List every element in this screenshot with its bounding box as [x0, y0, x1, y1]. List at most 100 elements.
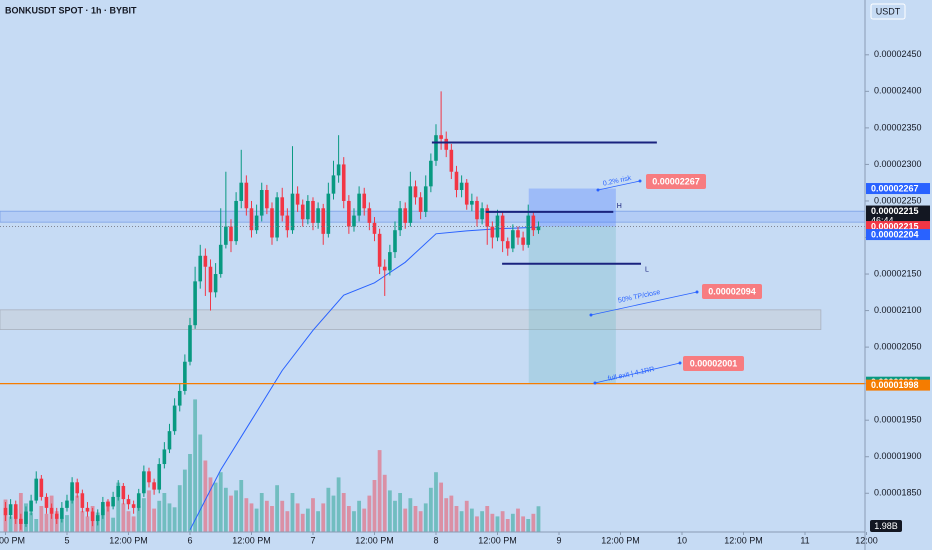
candle-body: [531, 215, 536, 231]
annotation-value: 0.00002001: [690, 358, 738, 368]
y-tick-label: 0.00001850: [874, 488, 922, 498]
candle-body: [136, 493, 141, 508]
candle-body: [177, 390, 182, 406]
moving-average: [189, 226, 539, 531]
volume-bar: [418, 511, 423, 532]
y-tick-label: 0.00002450: [874, 49, 922, 59]
candle-body: [65, 500, 69, 508]
candle-body: [249, 208, 254, 231]
volume-bar: [126, 511, 131, 532]
candle-body: [131, 504, 136, 508]
level-label: L: [645, 267, 649, 274]
volume-bar: [485, 506, 490, 532]
candle-body: [218, 244, 223, 275]
currency-box[interactable]: [870, 3, 906, 20]
candle-body: [111, 496, 115, 507]
volume-bar: [382, 474, 387, 532]
zone: [0, 309, 822, 330]
candle-body: [142, 471, 146, 494]
candle-body: [403, 208, 408, 223]
annotation-value: 0.00002094: [708, 286, 756, 296]
candle-body: [259, 190, 264, 216]
currency[interactable]: USDT: [876, 6, 901, 16]
volume-bar: [516, 508, 520, 532]
volume-bar: [480, 511, 485, 532]
volume-bar: [398, 493, 403, 532]
candle-body: [80, 493, 85, 508]
volume-bar: [521, 516, 526, 532]
candle-body: [285, 215, 290, 231]
candle-body: [398, 208, 402, 231]
volume-bar: [234, 490, 239, 532]
x-tick-label: 8: [433, 535, 438, 545]
candle-body: [434, 135, 438, 161]
candle-body: [60, 507, 64, 519]
chart-title: BONKUSDT SPOT · 1h · BYBIT: [5, 5, 137, 15]
volume-bar: [229, 495, 233, 532]
candle-body: [290, 193, 295, 231]
level-label: H: [617, 203, 622, 210]
price-badge: [866, 221, 930, 233]
volume-bar: [495, 516, 500, 532]
price-badge: [866, 379, 930, 391]
candle-body: [495, 215, 500, 238]
annotation-badge: [683, 356, 744, 371]
volume-bar: [59, 517, 64, 532]
zone: [0, 210, 866, 223]
candle-body: [193, 281, 197, 326]
candle-body: [516, 230, 520, 238]
risk-zone: [528, 188, 616, 227]
volume-bar: [346, 506, 351, 532]
candle-body: [3, 507, 8, 516]
volume-bar: [203, 460, 208, 532]
candle-body: [198, 255, 203, 282]
x-tick-label: 7: [310, 535, 315, 545]
volume-bar: [434, 472, 438, 532]
volume-bar: [259, 493, 264, 532]
volume-bar: [444, 498, 449, 532]
annotation-connector: [590, 291, 698, 316]
candle-body: [490, 226, 495, 238]
candle-body: [34, 478, 39, 501]
volume-bar: [244, 498, 249, 532]
candle-body: [505, 241, 510, 249]
volume-bar: [469, 508, 474, 532]
volume-bar: [428, 487, 433, 532]
candle-body: [316, 208, 320, 223]
countdown: 46:44: [871, 215, 894, 225]
volume-bar: [131, 516, 136, 532]
volume-bar: [500, 511, 505, 532]
candle-body: [280, 197, 285, 216]
volume-bar: [280, 500, 285, 532]
annotation-dot: [589, 313, 593, 317]
volume-bar: [423, 503, 428, 532]
volume-bar: [377, 450, 382, 532]
y-tick-label: 0.00001950: [874, 415, 922, 425]
x-tick-label: 12:00 PM: [232, 535, 271, 545]
candle-body: [254, 215, 259, 231]
candle-body: [229, 226, 233, 242]
volume-bar: [208, 477, 213, 532]
candle-body: [157, 464, 162, 490]
candle-body: [331, 175, 336, 194]
x-tick-label: 5: [64, 535, 69, 545]
volume-bar: [305, 508, 310, 532]
y-tick-label: 0.00001900: [874, 451, 922, 461]
price-badge-label: 0.00002204: [871, 229, 919, 239]
candle-body: [244, 182, 249, 209]
candle-body: [224, 226, 228, 245]
volume-bar: [106, 500, 110, 532]
volume-bar: [172, 507, 177, 532]
candle-body: [265, 190, 269, 209]
candle-body: [188, 325, 192, 362]
candle-body: [70, 482, 74, 501]
candle-body: [203, 255, 208, 267]
candle-body: [326, 193, 331, 234]
x-tick-label: 11: [800, 535, 809, 545]
candle-body: [418, 197, 423, 212]
volume-bar: [182, 469, 187, 532]
volume-bar: [352, 511, 356, 532]
volume-bar: [311, 498, 315, 532]
volume-bar: [141, 498, 146, 532]
